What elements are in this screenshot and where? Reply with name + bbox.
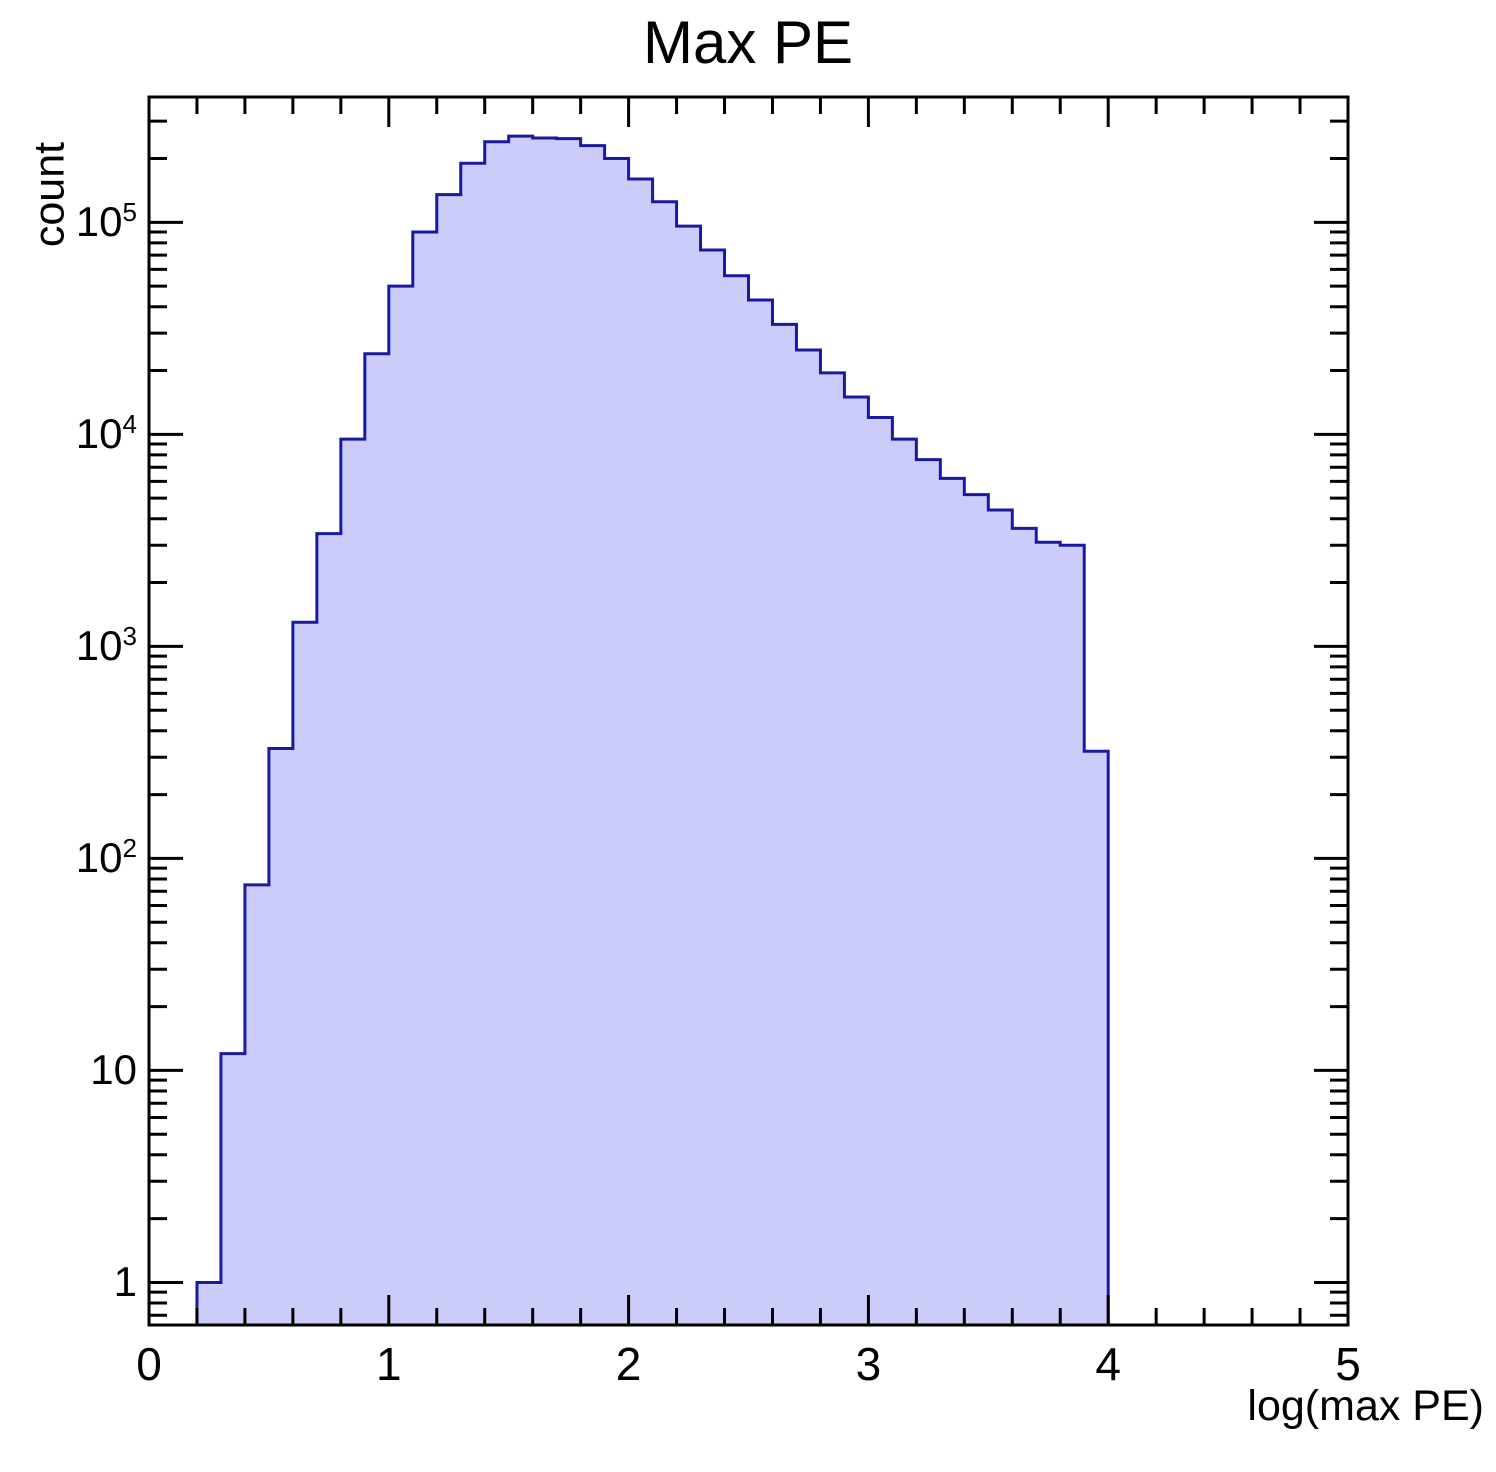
y-tick-label: 104: [75, 409, 137, 458]
x-tick-label: 1: [376, 1338, 402, 1390]
axis-ticks: [147, 97, 1350, 1325]
x-tick-label: 2: [615, 1338, 642, 1390]
y-tick-label: 10: [90, 1046, 137, 1094]
histogram-outline: [195, 134, 1110, 1327]
x-tick-label: 5: [1335, 1338, 1361, 1390]
y-tick-label: 105: [75, 197, 137, 246]
y-tick-label: 102: [75, 833, 137, 882]
x-tick-label: 3: [855, 1338, 882, 1390]
chart-title: Max PE: [642, 9, 854, 76]
plot-frame: [147, 95, 1350, 1327]
y-tick-label: 103: [75, 621, 137, 670]
y-tick-label: 1: [113, 1258, 137, 1306]
x-tick-label: 4: [1095, 1338, 1121, 1390]
x-axis-title: log(max PE): [1247, 1382, 1484, 1430]
x-tick-label: 0: [136, 1338, 162, 1390]
histogram-bars: [195, 134, 1110, 1327]
